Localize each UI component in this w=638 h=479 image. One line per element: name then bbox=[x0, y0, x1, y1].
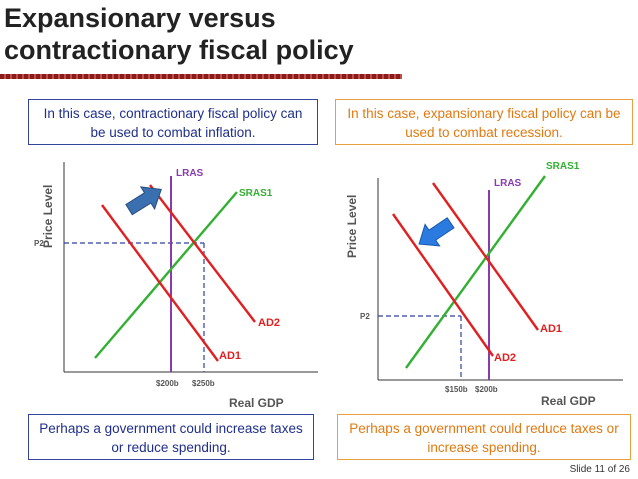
right-lras-label: LRAS bbox=[494, 178, 522, 189]
right-p-label: P2 bbox=[360, 312, 370, 321]
left-bottom-note: Perhaps a government could increase taxe… bbox=[28, 414, 314, 460]
left-top-note: In this case, contractionary fiscal poli… bbox=[28, 99, 318, 145]
title-underline bbox=[0, 74, 402, 79]
left-lras-label: LRAS bbox=[176, 168, 204, 179]
title-line-1: Expansionary versus bbox=[4, 3, 276, 33]
right-ad-upper-line bbox=[432, 182, 539, 331]
left-ad-upper-label: AD2 bbox=[258, 317, 280, 329]
right-ylabel: Price Level bbox=[345, 195, 359, 258]
left-ad-upper-line bbox=[149, 184, 256, 323]
left-sras-line bbox=[94, 191, 238, 359]
left-sras-label: SRAS1 bbox=[239, 188, 273, 199]
left-x1-label: $200b bbox=[156, 379, 179, 388]
right-shift-arrow bbox=[418, 217, 455, 247]
left-ad-lower-line bbox=[101, 204, 219, 362]
right-ad-lower-label: AD2 bbox=[494, 352, 516, 364]
right-bottom-note: Perhaps a government could reduce taxes … bbox=[337, 414, 631, 460]
right-sras-label: SRAS1 bbox=[546, 161, 580, 172]
right-x2-label: $200b bbox=[475, 385, 498, 394]
left-ad-lower-label: AD1 bbox=[219, 350, 241, 362]
right-ad-upper-label: AD1 bbox=[540, 323, 562, 335]
right-xlabel: Real GDP bbox=[541, 394, 596, 408]
right-top-note: In this case, expansionary fiscal policy… bbox=[335, 99, 633, 145]
left-x2-label: $250b bbox=[192, 379, 215, 388]
left-xlabel: Real GDP bbox=[229, 396, 284, 410]
title-line-2: contractionary fiscal policy bbox=[4, 35, 354, 65]
right-ad-lower-line bbox=[392, 213, 494, 357]
right-sras-line bbox=[405, 175, 546, 369]
left-ylabel: Price Level bbox=[41, 185, 55, 248]
slide-number: Slide 11 of 26 bbox=[569, 464, 630, 475]
left-p-label: P2 bbox=[34, 239, 44, 248]
left-shift-arrow bbox=[125, 186, 162, 216]
page-title: Expansionary versus contractionary fisca… bbox=[4, 2, 354, 66]
right-x1-label: $150b bbox=[445, 385, 468, 394]
